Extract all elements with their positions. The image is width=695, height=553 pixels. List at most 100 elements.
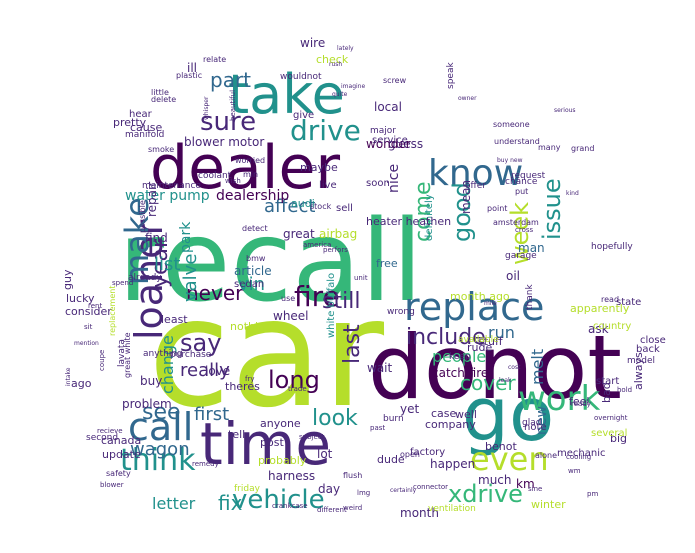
word-drive: drive xyxy=(290,114,361,147)
word-read: read xyxy=(601,295,619,304)
word-lately: lately xyxy=(337,45,354,52)
word-make: make xyxy=(118,197,156,285)
word-valve: valve xyxy=(180,254,201,302)
word-ready: ready xyxy=(571,400,591,408)
word-lmg: lmg xyxy=(357,489,370,497)
word-ask: ask xyxy=(588,322,609,336)
word-lavata: lavata xyxy=(117,339,127,367)
word-even: even xyxy=(470,440,549,478)
word-problem: problem xyxy=(122,397,172,411)
word-coolant: coolant xyxy=(198,171,232,181)
word-garage: garage xyxy=(505,251,537,261)
word-blower: blower xyxy=(100,481,124,489)
word-park: park xyxy=(178,221,194,253)
word-find: find xyxy=(145,231,168,245)
word-loaner: loaner xyxy=(127,219,171,340)
word-check: check xyxy=(316,53,349,66)
word-free: free xyxy=(376,257,398,270)
word-rush: rush xyxy=(329,61,342,68)
word-offer: offer xyxy=(465,181,486,191)
word-xdrive: xdrive xyxy=(448,480,523,508)
word-owner: owner xyxy=(458,95,477,102)
word-see: see xyxy=(142,400,181,425)
word-dude: dude xyxy=(377,453,405,466)
word-dealer: dealer xyxy=(150,133,340,203)
word-wheel: wheel xyxy=(273,309,309,323)
word-maintenance: maintenance xyxy=(142,181,201,191)
word-detect: detect xyxy=(242,224,268,233)
word-wire: wire xyxy=(300,36,325,50)
word-never: never xyxy=(186,281,244,305)
word-note: note xyxy=(524,422,547,433)
word-buy: buy xyxy=(140,374,162,388)
word-wait: wait xyxy=(367,361,393,375)
word-company: company xyxy=(425,418,476,431)
word-screw: screw xyxy=(383,76,407,85)
word-great: great xyxy=(283,227,315,241)
word-affect: affect xyxy=(264,196,315,217)
word-grand: grand xyxy=(571,144,594,153)
word-sell: sell xyxy=(336,203,353,214)
word-past: past xyxy=(370,424,385,432)
word-service: service xyxy=(372,135,408,146)
word-hopefully: hopefully xyxy=(591,242,633,252)
word-factory: factory xyxy=(410,447,445,458)
word-beautiful: beautiful xyxy=(229,90,237,121)
word-hold: hold xyxy=(617,386,632,394)
word-cross: cross xyxy=(515,226,534,234)
word-melt: melt xyxy=(528,349,547,385)
word-month: month xyxy=(400,506,439,520)
word-state: state xyxy=(616,297,641,308)
word-time: time xyxy=(200,410,331,478)
word-letter: letter xyxy=(152,494,196,513)
word-mention: mention xyxy=(74,340,99,347)
word-spend: spend xyxy=(112,279,133,287)
word-know: know xyxy=(428,153,523,194)
word-model: model xyxy=(627,356,655,366)
word-sure: sure xyxy=(200,107,256,137)
word-wouldnot: wouldnot xyxy=(280,72,322,82)
word-remedy: remedy xyxy=(192,460,219,468)
word-bmw: bmw xyxy=(246,254,266,263)
word-rent: rent xyxy=(88,302,102,310)
word-cost: cost xyxy=(508,364,521,371)
word-long: long xyxy=(268,366,320,394)
word-available: available xyxy=(458,335,499,345)
word-tell: tell xyxy=(228,428,245,441)
word-alone: alone xyxy=(535,451,557,460)
word-definitely: definitely xyxy=(424,194,435,241)
word-perfors: perfors xyxy=(323,246,348,254)
word-work: work xyxy=(518,379,601,419)
word-country: country xyxy=(593,321,631,332)
word-bad: bad xyxy=(600,382,613,403)
word-soon: soon xyxy=(366,178,390,189)
word-probably: probably xyxy=(258,454,307,467)
word-delete: delete xyxy=(151,95,176,104)
word-include: include xyxy=(406,325,486,350)
word-sit: sit xyxy=(84,323,93,331)
word-winter: winter xyxy=(531,498,566,511)
word-airbag: airbag xyxy=(319,227,357,241)
word-last: last xyxy=(340,324,365,364)
word-wrong: wrong xyxy=(387,307,415,317)
word-really: really xyxy=(180,360,230,381)
word-theres: theres xyxy=(225,380,260,393)
word-month-ago: month ago xyxy=(450,290,510,303)
word-run: run xyxy=(488,323,515,342)
word-quite: quite xyxy=(332,91,348,98)
word-cause: cause xyxy=(130,121,162,134)
word-cover: cover xyxy=(460,371,516,395)
word-amsterdam: amsterdam xyxy=(493,218,539,227)
word-take: take xyxy=(228,63,345,126)
word-different: different xyxy=(317,506,347,514)
word-nothing: nothing xyxy=(230,320,272,333)
word-ill: ill xyxy=(187,61,197,75)
word-sine: sine xyxy=(528,485,542,493)
word-many: many xyxy=(538,143,561,152)
word-list: list xyxy=(154,254,180,275)
word-apparently: apparently xyxy=(570,302,630,315)
word-buy-new: buy new xyxy=(497,157,523,164)
word-flush: flush xyxy=(343,471,362,480)
word-fix: fix xyxy=(218,491,243,515)
word-min: min xyxy=(243,170,258,179)
